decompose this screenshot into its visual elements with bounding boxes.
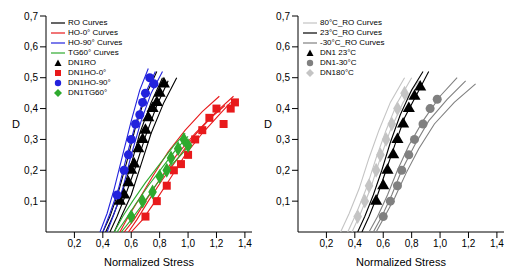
svg-text:0,3: 0,3 — [24, 134, 38, 145]
svg-text:1,0: 1,0 — [181, 238, 195, 249]
html-text:RO Curves: RO Curves — [68, 18, 108, 27]
html-text:DN180°C: DN180°C — [320, 68, 354, 77]
svg-text:1,2: 1,2 — [462, 238, 476, 249]
svg-text:0,4: 0,4 — [348, 238, 362, 249]
svg-text:0,4: 0,4 — [96, 238, 110, 249]
svg-text:D: D — [264, 118, 272, 130]
svg-text:0,6: 0,6 — [124, 238, 138, 249]
svg-text:0,6: 0,6 — [376, 238, 390, 249]
svg-text:0,5: 0,5 — [24, 72, 38, 83]
svg-text:0,2: 0,2 — [319, 238, 333, 249]
html-text:TG60° Curves: TG60° Curves — [68, 48, 119, 57]
html-text:HO-0° Curves: HO-0° Curves — [68, 28, 118, 37]
svg-text:1,4: 1,4 — [238, 238, 252, 249]
html-text:HO-90° Curves: HO-90° Curves — [68, 38, 123, 47]
svg-text:D: D — [12, 118, 20, 130]
html-text:DN1-30°C: DN1-30°C — [320, 58, 357, 67]
svg-text:0,3: 0,3 — [276, 134, 290, 145]
svg-text:0,7: 0,7 — [276, 11, 290, 22]
html-text:80°C_RO Curves: 80°C_RO Curves — [320, 18, 382, 27]
html-text:-30°C_RO Curves: -30°C_RO Curves — [320, 38, 385, 47]
svg-text:0,4: 0,4 — [276, 103, 290, 114]
svg-text:0,8: 0,8 — [153, 238, 167, 249]
html-text:DN1RO: DN1RO — [68, 58, 96, 67]
svg-text:1,2: 1,2 — [210, 238, 224, 249]
html-text:DN1 23°C: DN1 23°C — [320, 48, 357, 57]
svg-text:0,4: 0,4 — [24, 103, 38, 114]
svg-text:1,0: 1,0 — [433, 238, 447, 249]
svg-text:0,8: 0,8 — [405, 238, 419, 249]
svg-text:1,4: 1,4 — [490, 238, 504, 249]
svg-text:0,2: 0,2 — [24, 165, 38, 176]
html-text:DN1HO-90°: DN1HO-90° — [68, 78, 111, 87]
svg-text:0,2: 0,2 — [67, 238, 81, 249]
svg-text:0,1: 0,1 — [276, 196, 290, 207]
svg-text:Normalized Stress: Normalized Stress — [104, 256, 194, 266]
svg-text:0,5: 0,5 — [276, 72, 290, 83]
svg-text:0,1: 0,1 — [24, 196, 38, 207]
svg-text:Normalized Stress: Normalized Stress — [356, 256, 446, 266]
svg-text:0,6: 0,6 — [276, 41, 290, 52]
svg-text:0,7: 0,7 — [24, 11, 38, 22]
html-text:23°C_RO Curves: 23°C_RO Curves — [320, 28, 382, 37]
svg-text:0,6: 0,6 — [24, 41, 38, 52]
svg-text:0,2: 0,2 — [276, 165, 290, 176]
html-text:DN1TG60°: DN1TG60° — [68, 88, 108, 97]
html-text:DN1HO-0°: DN1HO-0° — [68, 68, 107, 77]
